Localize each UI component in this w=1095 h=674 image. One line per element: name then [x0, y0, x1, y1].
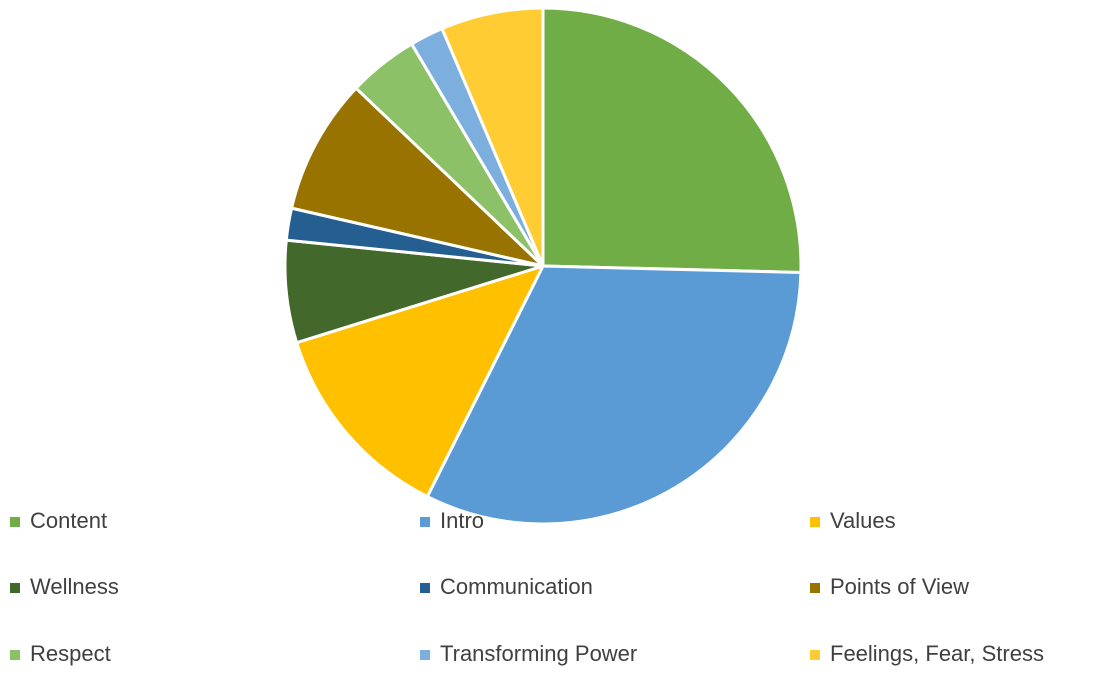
legend-swatch — [810, 650, 820, 660]
legend-label: Wellness — [30, 574, 119, 599]
legend-swatch — [420, 583, 430, 593]
legend-label: Respect — [30, 641, 111, 666]
legend-label: Content — [30, 508, 107, 533]
legend-label: Communication — [440, 574, 593, 599]
legend-label: Intro — [440, 508, 484, 533]
legend-label: Points of View — [830, 574, 969, 599]
legend-swatch — [810, 517, 820, 527]
legend-swatch — [420, 650, 430, 660]
legend-label: Transforming Power — [440, 641, 637, 666]
legend-swatch — [810, 583, 820, 593]
pie-slice — [541, 6, 803, 274]
legend-swatch — [10, 650, 20, 660]
legend-swatch — [10, 517, 20, 527]
pie-slice — [440, 6, 545, 268]
legend-swatch — [10, 583, 20, 593]
legend-swatch — [420, 517, 430, 527]
legend-label: Values — [830, 508, 896, 533]
legend-label: Feelings, Fear, Stress — [830, 641, 1044, 666]
pie-slice — [290, 86, 545, 268]
pie-slice — [425, 264, 803, 526]
